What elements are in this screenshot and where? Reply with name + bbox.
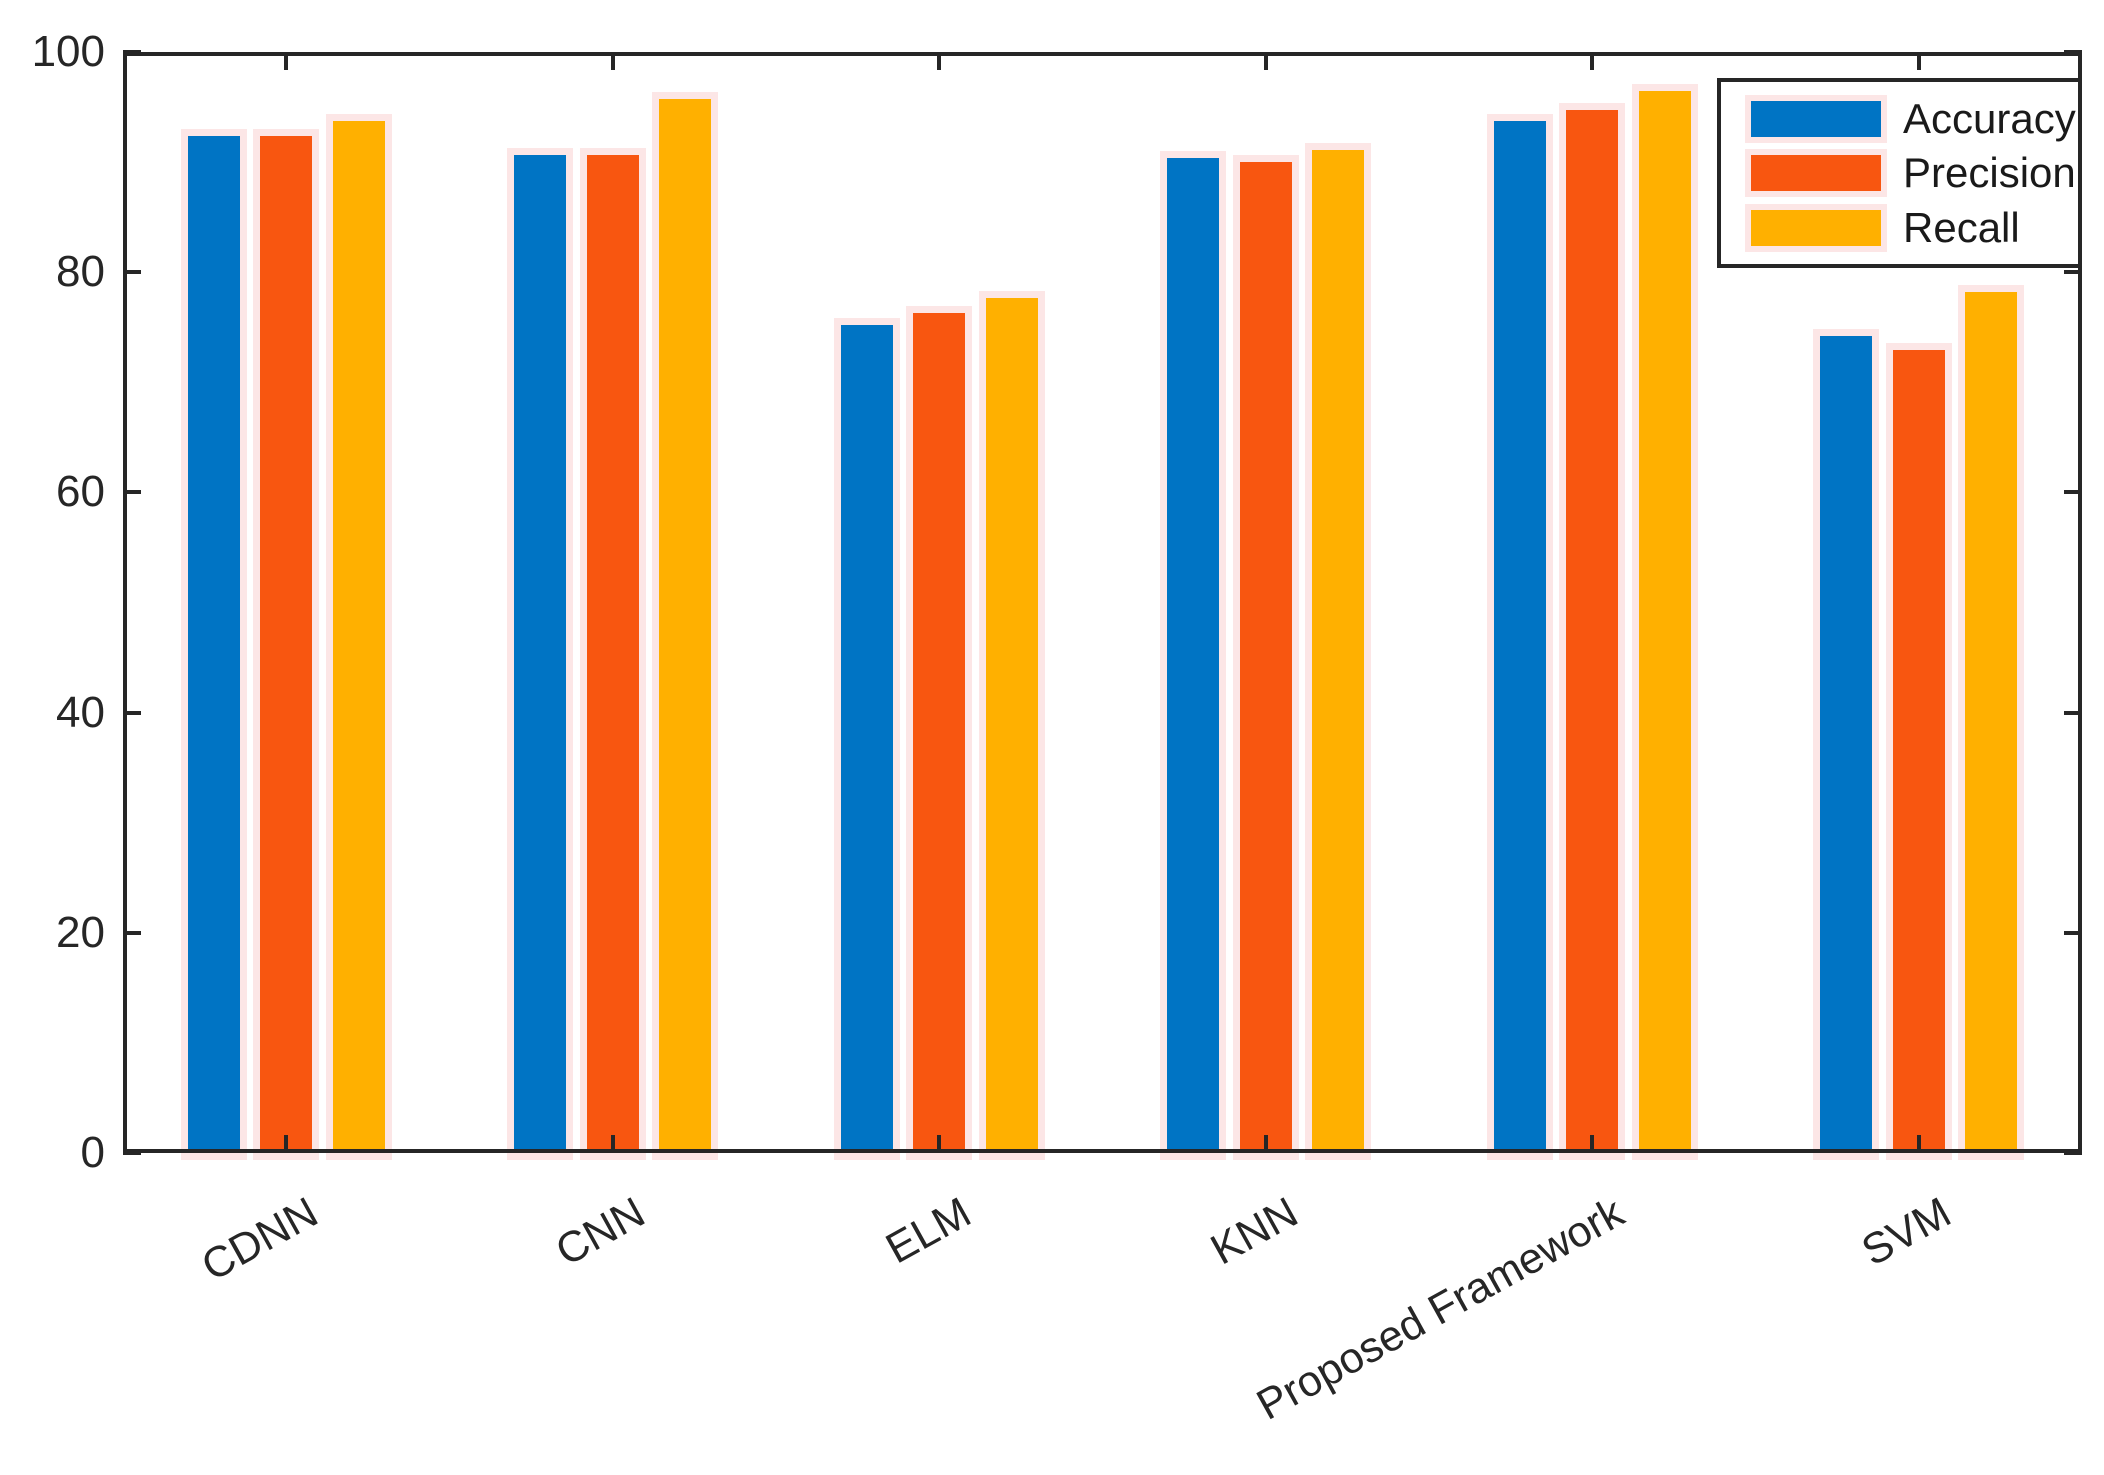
- y-tick-right: [2064, 270, 2082, 274]
- y-tick-label: 0: [80, 1128, 105, 1177]
- x-tick: [1264, 1135, 1268, 1153]
- bar-accuracy-cdnn: [181, 129, 247, 1160]
- y-tick-label: 40: [56, 688, 105, 737]
- plot-area: Accuracy Precision Recall: [123, 50, 2082, 1160]
- bar-accuracy-proposed-framework: [1487, 114, 1553, 1160]
- x-tick-label: SVM: [1854, 1188, 1959, 1276]
- bar-recall-cnn: [652, 92, 718, 1160]
- x-tick-top: [1264, 52, 1268, 70]
- x-tick: [1590, 1135, 1594, 1153]
- y-tick-right: [2064, 711, 2082, 715]
- bar-accuracy-elm: [834, 318, 900, 1160]
- x-tick-label: KNN: [1203, 1188, 1306, 1275]
- y-tick: [123, 490, 141, 494]
- bar-precision-elm: [906, 306, 972, 1160]
- bar-precision-knn: [1233, 155, 1299, 1160]
- y-tick-label: 80: [56, 247, 105, 296]
- bar-precision-cnn: [580, 148, 646, 1160]
- y-tick-right: [2064, 50, 2082, 54]
- y-tick: [123, 50, 141, 54]
- legend-label-recall: Recall: [1903, 203, 2020, 251]
- legend-row: Recall: [1745, 203, 2070, 252]
- legend-row: Accuracy: [1745, 94, 2076, 143]
- bar-accuracy-knn: [1160, 151, 1226, 1160]
- y-tick: [123, 711, 141, 715]
- x-tick-top: [1590, 52, 1594, 70]
- bar-recall-svm: [1958, 285, 2024, 1160]
- bar-precision-svm: [1886, 343, 1952, 1160]
- bar-recall-knn: [1305, 143, 1371, 1160]
- x-tick-label: CDNN: [193, 1188, 326, 1291]
- legend-row: Precision: [1745, 149, 2076, 197]
- legend: Accuracy Precision Recall: [1717, 78, 2082, 268]
- bar-recall-cdnn: [326, 114, 392, 1160]
- x-tick: [937, 1135, 941, 1153]
- bar-accuracy-svm: [1813, 329, 1879, 1160]
- bar-recall-proposed-framework: [1632, 84, 1698, 1160]
- x-tick-top: [611, 52, 615, 70]
- y-tick-right: [2064, 931, 2082, 935]
- bar-accuracy-cnn: [507, 148, 573, 1160]
- legend-swatch-precision: [1745, 149, 1887, 197]
- bar-recall-elm: [979, 291, 1045, 1160]
- bar-precision-proposed-framework: [1559, 103, 1625, 1160]
- legend-label-precision: Precision: [1903, 149, 2076, 196]
- x-tick-label: ELM: [878, 1188, 979, 1274]
- y-tick-right: [2064, 1151, 2082, 1155]
- x-tick: [1917, 1135, 1921, 1153]
- x-tick-top: [284, 52, 288, 70]
- y-tick: [123, 270, 141, 274]
- x-tick-label: CNN: [548, 1188, 653, 1276]
- legend-label-accuracy: Accuracy: [1903, 94, 2076, 142]
- legend-swatch-accuracy: [1745, 94, 1887, 143]
- x-tick-top: [1917, 52, 1921, 70]
- y-tick: [123, 931, 141, 935]
- y-tick-label: 100: [31, 27, 105, 76]
- x-tick: [284, 1135, 288, 1153]
- legend-swatch-recall: [1745, 203, 1887, 252]
- y-tick: [123, 1151, 141, 1155]
- x-tick-top: [937, 52, 941, 70]
- x-tick-label: Proposed Framework: [1249, 1188, 1632, 1430]
- y-tick-label: 60: [56, 467, 105, 516]
- y-tick-label: 20: [56, 908, 105, 957]
- x-tick: [611, 1135, 615, 1153]
- y-tick-right: [2064, 490, 2082, 494]
- bar-precision-cdnn: [253, 129, 319, 1160]
